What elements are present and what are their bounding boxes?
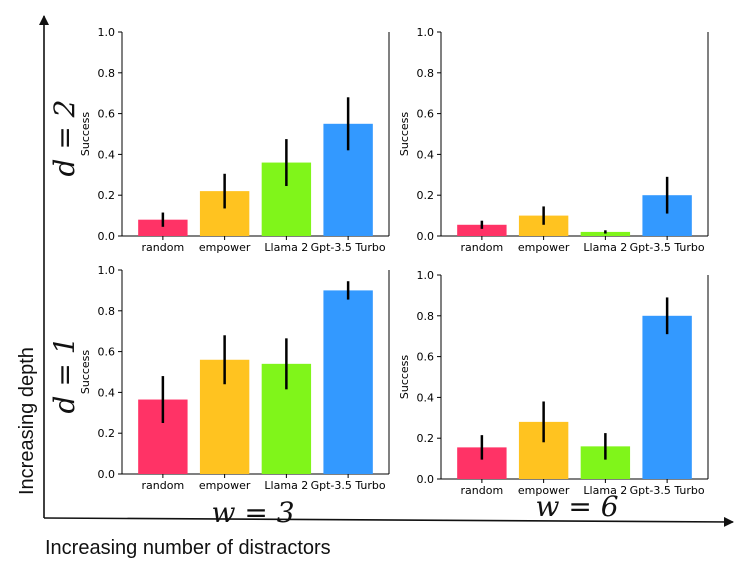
x-tick-label: Llama 2	[583, 241, 627, 254]
x-tick-label: empower	[518, 241, 570, 254]
y-tick-label: 0.2	[417, 432, 435, 445]
x-tick-label: empower	[199, 479, 251, 492]
x-tick-label: Gpt-3.5 Turbo	[311, 479, 386, 492]
y-tick-label: 1.0	[417, 269, 435, 282]
x-tick-label: random	[461, 484, 504, 497]
y-tick-label: 0.2	[98, 189, 116, 202]
y-axis-title: Success	[398, 112, 411, 157]
bar-gpt-3-5-turbo	[642, 315, 692, 479]
y-tick-label: 0.0	[417, 230, 435, 243]
x-tick-label: Gpt-3.5 Turbo	[630, 241, 705, 254]
y-tick-label: 0.0	[98, 230, 116, 243]
y-tick-label: 0.4	[98, 148, 116, 161]
x-tick-label: Gpt-3.5 Turbo	[630, 484, 705, 497]
x-tick-label: Llama 2	[583, 484, 627, 497]
x-tick-label: Llama 2	[264, 479, 308, 492]
y-tick-label: 0.0	[417, 473, 435, 486]
y-axis-label: Increasing depth	[16, 347, 38, 495]
col-label-w3: w = 3	[211, 496, 294, 529]
y-tick-label: 0.8	[98, 305, 116, 318]
row-label-d2: d = 2	[48, 100, 81, 177]
bar-empower	[518, 215, 569, 236]
row-label-d1: d = 1	[48, 337, 81, 414]
bar-random	[138, 219, 188, 236]
x-tick-label: random	[461, 241, 504, 254]
y-tick-label: 0.4	[98, 386, 116, 399]
bar-llama-2	[580, 231, 631, 236]
y-axis-title: Success	[398, 355, 411, 400]
x-axis-arrow	[43, 516, 734, 527]
x-tick-label: Gpt-3.5 Turbo	[311, 241, 386, 254]
col-label-w6: w = 6	[535, 490, 618, 523]
y-tick-label: 0.6	[98, 108, 116, 121]
y-tick-label: 1.0	[98, 26, 116, 39]
y-tick-label: 0.8	[98, 67, 116, 80]
y-tick-label: 0.2	[98, 427, 116, 440]
y-tick-label: 0.0	[98, 468, 116, 481]
y-tick-label: 0.2	[417, 189, 435, 202]
x-tick-label: random	[142, 479, 185, 492]
x-tick-label: empower	[199, 241, 251, 254]
x-tick-label: random	[142, 241, 185, 254]
y-tick-label: 0.4	[417, 391, 435, 404]
y-axis-title: Success	[79, 112, 92, 157]
bar-gpt-3-5-turbo	[323, 290, 373, 474]
y-tick-label: 1.0	[98, 264, 116, 277]
x-tick-label: Llama 2	[264, 241, 308, 254]
y-tick-label: 0.6	[417, 108, 435, 121]
panels: 0.0 0.2 0.4 0.6 0.8 1.0 Success random empower Ll…	[79, 26, 709, 497]
y-tick-label: 1.0	[417, 26, 435, 39]
panel-d2-w3: 0.0 0.2 0.4 0.6 0.8 1.0 Success random empower Ll…	[79, 26, 390, 254]
panel-d1-w6: 0.0 0.2 0.4 0.6 0.8 1.0 Success random empower Ll…	[398, 269, 709, 497]
y-tick-label: 0.8	[417, 67, 435, 80]
y-axis-title: Success	[79, 350, 92, 395]
y-tick-label: 0.6	[98, 346, 116, 359]
panel-d1-w3: 0.0 0.2 0.4 0.6 0.8 1.0 Success random empower Ll…	[79, 264, 390, 492]
x-tick-label: empower	[518, 484, 570, 497]
panel-d2-w6: 0.0 0.2 0.4 0.6 0.8 1.0 Success random empower Ll…	[398, 26, 709, 254]
x-axis-label: Increasing number of distractors	[45, 537, 331, 559]
y-tick-label: 0.4	[417, 148, 435, 161]
y-tick-label: 0.6	[417, 351, 435, 364]
y-tick-label: 0.8	[417, 310, 435, 323]
bar-random	[457, 224, 507, 236]
